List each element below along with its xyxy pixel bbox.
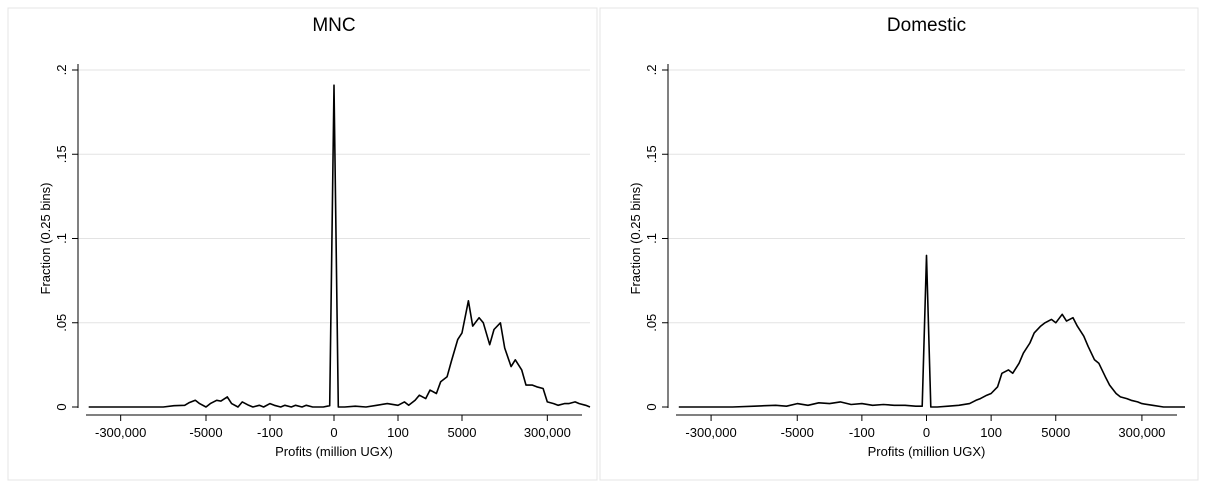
x-tick-label: -300,000: [95, 425, 146, 440]
grid-lines: [668, 69, 1185, 324]
x-axis-label: Profits (million UGX): [868, 444, 986, 459]
x-tick-label: 5000: [1041, 425, 1070, 440]
grid-lines: [78, 69, 590, 324]
chart-panel-domestic: Domestic Profits (million UGX) Fraction …: [599, 7, 1199, 481]
series-line: [88, 84, 591, 408]
y-tick-label: 0: [54, 403, 69, 410]
x-tick-label: -5000: [781, 425, 814, 440]
y-tick-label: .1: [54, 233, 69, 244]
series: [678, 254, 1185, 408]
y-axis-label: Fraction (0.25 bins): [628, 183, 643, 295]
x-tick-label: -5000: [189, 425, 222, 440]
series-line: [678, 254, 1185, 408]
x-tick-label: 0: [923, 425, 930, 440]
x-tick-label: -100: [849, 425, 875, 440]
ticks: 0 .05 .1 .15 .2 -300,000 -5000 -100 0 100 5000 300,…: [54, 65, 571, 440]
panel-frame: [7, 7, 598, 481]
x-tick-label: 5000: [448, 425, 477, 440]
y-tick-label: .05: [54, 314, 69, 332]
chart-panel-mnc: MNC Profits (million UGX) Fraction (0.25…: [7, 7, 598, 481]
x-tick-label: 300,000: [1118, 425, 1165, 440]
y-tick-label: .2: [54, 65, 69, 76]
x-tick-label: 300,000: [524, 425, 571, 440]
y-tick-label: .15: [54, 145, 69, 163]
y-tick-label: .1: [644, 233, 659, 244]
x-tick-label: 100: [387, 425, 409, 440]
y-tick-label: .05: [644, 314, 659, 332]
x-tick-label: 0: [330, 425, 337, 440]
panel-frame: [599, 7, 1199, 481]
y-tick-label: .15: [644, 145, 659, 163]
x-tick-label: 100: [980, 425, 1002, 440]
y-tick-label: .2: [644, 65, 659, 76]
chart-title: Domestic: [887, 15, 966, 36]
x-axis-label: Profits (million UGX): [275, 444, 393, 459]
y-axis-label: Fraction (0.25 bins): [38, 183, 53, 295]
chart-title: MNC: [312, 15, 355, 36]
series: [88, 84, 591, 408]
x-tick-label: -100: [257, 425, 283, 440]
x-tick-label: -300,000: [685, 425, 736, 440]
ticks: 0 .05 .1 .15 .2 -300,000 -5000 -100 0 100 5000 300,…: [644, 65, 1165, 440]
y-tick-label: 0: [644, 403, 659, 410]
